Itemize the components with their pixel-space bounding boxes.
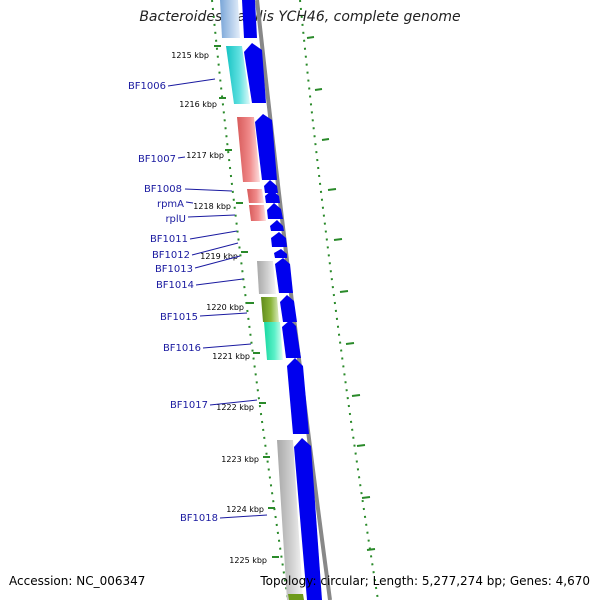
arrow-bf1008b: [265, 190, 280, 203]
gene-label-bf1014: BF1014: [156, 280, 194, 291]
kbp-tick-marks: [214, 45, 279, 558]
gene-label-bf1016: BF1016: [163, 343, 201, 354]
kbp-label-1224: 1224 kbp: [226, 505, 264, 514]
kbp-label-1219: 1219 kbp: [200, 252, 238, 261]
arrow-bf1007: [255, 114, 277, 180]
arrow-bf1013: [274, 249, 287, 258]
kbp-label-1225: 1225 kbp: [229, 556, 267, 565]
gene-block-bf1007: [237, 117, 260, 182]
gene-block-bottom: [288, 594, 304, 600]
forward-gene-arrows: [242, 0, 322, 600]
gene-label-bf1018: BF1018: [180, 513, 218, 524]
kbp-label-1218: 1218 kbp: [193, 202, 231, 211]
gene-block-bf1016: [264, 322, 283, 360]
kbp-labels: 1215 kbp 1216 kbp 1217 kbp 1218 kbp 1219…: [171, 51, 267, 565]
gene-blocks: [220, 0, 304, 600]
gene-label-bf1017: BF1017: [170, 400, 208, 411]
arrow-bf1016: [282, 320, 301, 358]
gene-label-bf1007: BF1007: [138, 154, 176, 165]
gene-label-bf1011: BF1011: [150, 234, 188, 245]
arrow-bf1015: [280, 295, 297, 322]
outer-dotted-track: [299, 0, 379, 600]
kbp-label-1223: 1223 kbp: [221, 455, 259, 464]
arrow-rplu: [267, 203, 283, 219]
arrow-top: [242, 0, 257, 38]
arrow-bf1017: [287, 358, 309, 434]
gene-block-rplu: [249, 205, 266, 221]
gene-leader-lines: [167, 78, 268, 519]
arrow-bf1014: [275, 258, 293, 293]
gene-label-bf1012: BF1012: [152, 250, 190, 261]
kbp-label-1217: 1217 kbp: [186, 151, 224, 160]
arrow-bf1012: [271, 232, 287, 247]
gene-block-bf1014: [257, 261, 276, 294]
genome-summary-text: Topology: circular; Length: 5,277,274 bp…: [260, 574, 590, 588]
kbp-label-1222: 1222 kbp: [216, 403, 254, 412]
gene-labels: BF1006 BF1007 BF1008 rpmA rplU BF1011 BF…: [128, 81, 218, 524]
gene-label-bf1015: BF1015: [160, 312, 198, 323]
gene-block-bf1018: [277, 440, 303, 600]
arrow-bf1008a: [264, 180, 278, 193]
arrow-bf1006: [244, 43, 266, 103]
kbp-label-1221: 1221 kbp: [212, 352, 250, 361]
kbp-label-1220: 1220 kbp: [206, 303, 244, 312]
outer-tick-marks: [306, 36, 376, 551]
kbp-label-1215: 1215 kbp: [171, 51, 209, 60]
gene-label-rplu: rplU: [165, 214, 186, 225]
gene-label-bf1008: BF1008: [144, 184, 182, 195]
gene-block-bf1015: [261, 297, 279, 322]
arrow-bf1018: [294, 438, 322, 600]
gene-block-top: [220, 0, 240, 38]
map-title: Bacteroides fragilis YCH46, complete gen…: [139, 9, 461, 25]
gene-label-bf1013: BF1013: [155, 264, 193, 275]
gene-block-bf1006: [226, 46, 250, 104]
gene-block-rpma: [247, 189, 264, 203]
kbp-label-1216: 1216 kbp: [179, 100, 217, 109]
gene-label-rpma: rpmA: [157, 199, 184, 210]
gene-label-bf1006: BF1006: [128, 81, 166, 92]
accession-text: Accession: NC_006347: [9, 574, 146, 588]
arrow-bf1011: [270, 220, 284, 231]
